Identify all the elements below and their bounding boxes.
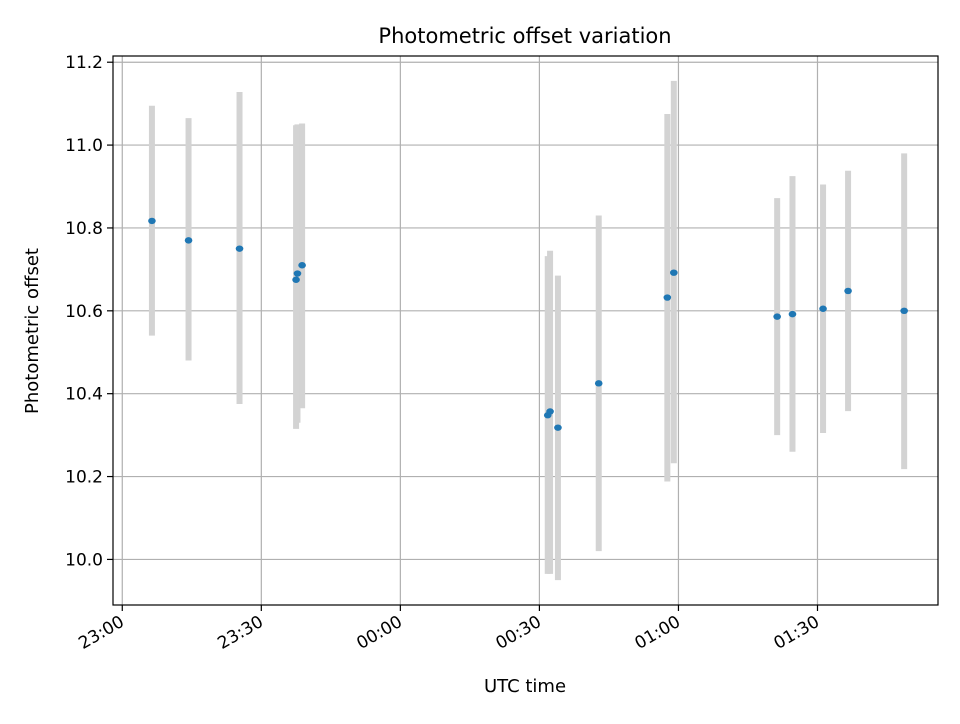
- data-point: [844, 287, 852, 295]
- y-axis-label: Photometric offset: [22, 248, 43, 414]
- data-point: [554, 424, 562, 431]
- y-tick-label: 10.6: [65, 302, 103, 322]
- data-point: [235, 245, 244, 252]
- data-point: [148, 217, 156, 225]
- grid: [113, 56, 938, 605]
- x-tick-label: 01:00: [632, 612, 684, 654]
- x-axis-ticks: 23:00 23:30 00:00 00:30 01:00 01:30: [75, 605, 823, 654]
- x-axis-label: UTC time: [484, 676, 566, 697]
- data-point: [819, 305, 827, 312]
- x-tick-label: 23:30: [214, 612, 266, 654]
- data-point: [788, 310, 797, 318]
- data-point: [298, 262, 306, 269]
- data-point: [663, 294, 672, 301]
- data-point: [900, 307, 908, 315]
- plot-frame: [112, 55, 939, 606]
- data-point: [292, 276, 300, 283]
- data-point: [670, 269, 678, 276]
- x-tick-label: 00:00: [353, 612, 405, 654]
- data-point: [293, 270, 302, 277]
- x-tick-label: 00:30: [492, 612, 544, 654]
- data-point: [546, 408, 554, 415]
- x-tick-label: 23:00: [75, 612, 127, 654]
- y-tick-label: 10.2: [65, 468, 103, 488]
- data-point: [773, 313, 781, 320]
- data-point: [594, 380, 603, 387]
- chart-title: Photometric offset variation: [378, 24, 671, 48]
- data-point: [184, 237, 193, 244]
- y-tick-label: 11.0: [65, 136, 103, 156]
- y-tick-label: 11.2: [65, 53, 103, 73]
- y-tick-label: 10.4: [65, 385, 103, 405]
- plot-background: [113, 56, 938, 605]
- y-axis-ticks: 10.0 10.2 10.4 10.6 10.8 11.0 11.2: [65, 53, 113, 570]
- y-tick-label: 10.8: [65, 219, 103, 239]
- y-tick-label: 10.0: [65, 550, 103, 570]
- data-points: [148, 217, 908, 431]
- x-tick-label: 01:30: [771, 612, 823, 654]
